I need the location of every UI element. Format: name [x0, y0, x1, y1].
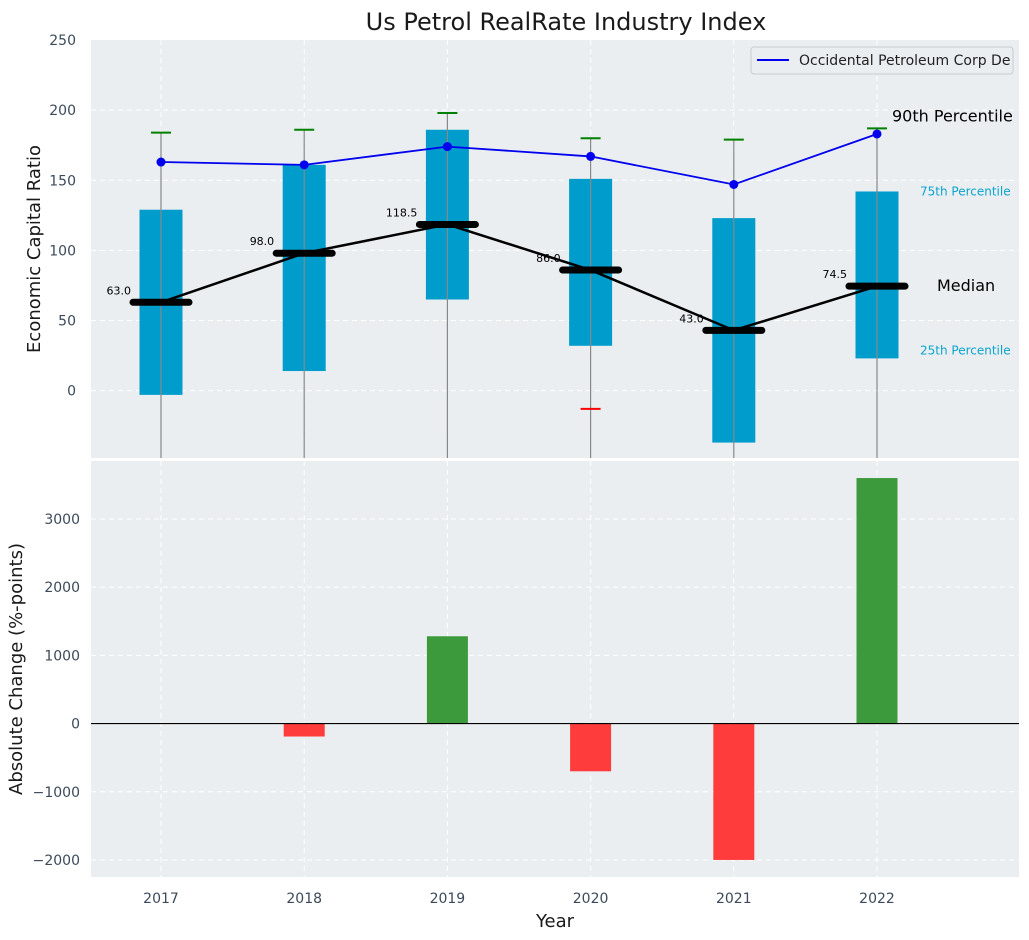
- x-ticks: 2017 2018 2019 2020 2021 2022: [143, 891, 895, 907]
- top-y-axis-label: Economic Capital Ratio: [24, 145, 45, 353]
- change-bar-2020: [570, 723, 612, 772]
- legend-box: [750, 46, 1014, 75]
- bottom-y-axis-label: Absolute Change (%-points): [6, 543, 27, 795]
- change-bar-2019: [426, 636, 468, 724]
- x-tick-label-2019: 2019: [430, 891, 466, 907]
- bottom-y-tick-label: −1000: [33, 785, 80, 801]
- legend: Occidental Petroleum Corp De: [750, 46, 1014, 75]
- change-bar-2022: [856, 478, 898, 724]
- median-label-2019: 118.5: [386, 206, 418, 219]
- median-label-2022: 74.5: [823, 268, 848, 281]
- median-line: [160, 223, 878, 332]
- x-tick-label-2017: 2017: [143, 891, 179, 907]
- change-bar-2021: [713, 723, 755, 860]
- company-point-2020: [586, 151, 596, 161]
- top-y-tick-label: 0: [67, 384, 76, 400]
- median-label-2021: 43.0: [679, 312, 704, 325]
- change-bar-2018: [283, 723, 325, 737]
- chart-title: Us Petrol RealRate Industry Index: [366, 8, 767, 36]
- top-y-tick-label: 150: [49, 173, 76, 189]
- x-tick-label-2018: 2018: [286, 891, 322, 907]
- top-y-tick-label: 100: [49, 243, 76, 259]
- top-y-tick-label: 50: [58, 314, 76, 330]
- top-y-tick-label: 250: [49, 33, 76, 49]
- bottom-y-tick-label: 0: [71, 717, 80, 733]
- x-tick-label-2021: 2021: [716, 891, 752, 907]
- company-point-2022: [872, 129, 882, 139]
- x-axis-label: Year: [535, 911, 575, 932]
- top-y-ticks: 0 50 100 150 200 250: [49, 33, 76, 400]
- company-point-2021: [729, 179, 739, 189]
- company-point-2018: [299, 160, 309, 170]
- x-tick-label-2020: 2020: [573, 891, 609, 907]
- legend-label: Occidental Petroleum Corp De: [799, 53, 1010, 69]
- company-point-2019: [442, 142, 452, 152]
- median-label-2020: 86.0: [536, 252, 561, 265]
- annotation-median: Median: [937, 276, 995, 295]
- annotation-p90: 90th Percentile: [892, 106, 1013, 125]
- median-label-2018: 98.0: [250, 235, 275, 248]
- annotation-p75: 75th Percentile: [920, 184, 1011, 198]
- bottom-marks: [91, 478, 1019, 860]
- bottom-y-tick-label: −2000: [33, 853, 80, 869]
- x-tick-label-2022: 2022: [859, 891, 895, 907]
- bottom-y-tick-label: 1000: [44, 648, 80, 664]
- company-line: [160, 133, 878, 186]
- top-y-tick-label: 200: [49, 103, 76, 119]
- median-label-2017: 63.0: [107, 284, 132, 297]
- bottom-y-tick-label: 3000: [44, 512, 80, 528]
- annotation-p25: 25th Percentile: [920, 343, 1011, 357]
- bottom-y-ticks: −2000 −1000 0 1000 2000 3000: [33, 512, 80, 869]
- top-marks: 63.0 98.0 118.5 86.0 43.0 74.5 90th Percentile…: [107, 106, 1013, 458]
- company-point-2017: [156, 157, 166, 167]
- bottom-y-tick-label: 2000: [44, 580, 80, 596]
